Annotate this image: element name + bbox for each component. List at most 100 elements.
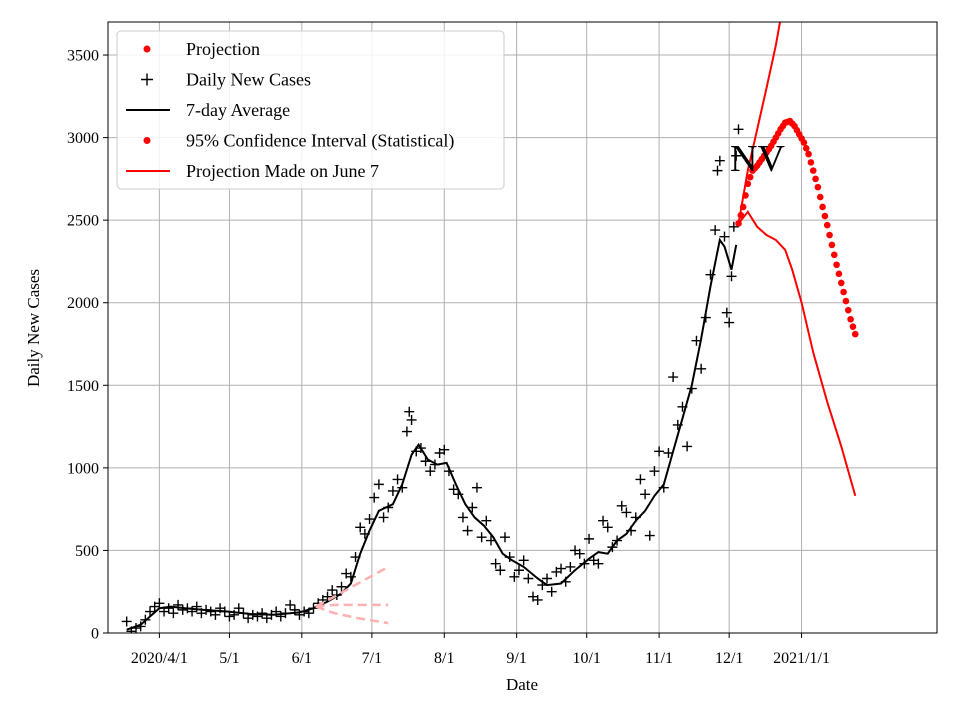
daily-case-point	[467, 502, 478, 513]
y-tick-label: 1000	[67, 460, 99, 477]
daily-case-point	[425, 466, 436, 477]
projection-point	[819, 203, 826, 211]
daily-case-point	[621, 507, 632, 518]
daily-case-point	[404, 406, 415, 417]
x-tick-label: 7/1	[362, 650, 382, 667]
daily-case-point	[556, 563, 567, 574]
daily-case-point	[457, 512, 468, 523]
projection-point	[800, 139, 808, 146]
y-tick-label: 0	[91, 626, 99, 643]
daily-case-point	[364, 514, 375, 525]
projection-point	[833, 261, 840, 269]
daily-case-point	[177, 604, 188, 615]
daily-case-point	[682, 441, 693, 452]
daily-case-point	[640, 489, 651, 500]
daily-case-point	[726, 271, 737, 282]
x-tick-label: 9/1	[506, 650, 526, 667]
daily-case-point	[168, 608, 179, 619]
daily-case-point	[369, 492, 380, 503]
daily-case-point	[327, 585, 338, 596]
daily-case-point	[471, 482, 482, 493]
projection-point	[847, 315, 854, 323]
daily-case-point	[532, 594, 543, 605]
daily-case-point	[719, 231, 730, 242]
daily-case-point	[616, 500, 627, 511]
daily-case-point	[523, 573, 534, 584]
projection-point	[826, 231, 833, 239]
projection-point	[835, 270, 843, 278]
daily-case-point	[565, 561, 576, 572]
x-tick-label: 6/1	[292, 650, 312, 667]
projection-point	[821, 212, 829, 220]
daily-case-point	[439, 444, 450, 455]
june-projection-line	[315, 565, 389, 608]
projection-point	[830, 251, 838, 259]
daily-case-point	[448, 484, 459, 495]
daily-case-point	[490, 558, 501, 569]
daily-case-point	[285, 599, 296, 610]
projection-point	[842, 297, 850, 305]
projection-point	[746, 173, 754, 181]
daily-case-point	[509, 571, 520, 582]
legend-label: 95% Confidence Interval (Statistical)	[186, 131, 454, 152]
daily-case-point	[518, 555, 529, 566]
projection-point	[805, 150, 812, 158]
y-tick-label: 3000	[67, 130, 99, 147]
daily-case-point	[644, 530, 655, 541]
legend-plus-marker	[141, 73, 153, 86]
projection-point	[823, 221, 831, 229]
x-tick-label: 5/1	[219, 650, 239, 667]
daily-case-point	[233, 603, 244, 614]
projection-point	[844, 306, 852, 314]
daily-case-point	[593, 558, 604, 569]
daily-case-point	[355, 522, 366, 533]
legend-dot-marker	[143, 45, 151, 53]
legend-label: Daily New Cases	[186, 70, 311, 90]
state-annotation: NV	[730, 138, 785, 180]
projection-point	[802, 145, 810, 152]
projection-point	[807, 159, 815, 166]
projection-point	[851, 330, 859, 338]
daily-case-point	[378, 512, 389, 523]
daily-case-point	[392, 474, 403, 485]
series-group	[121, 22, 859, 633]
daily-case-point	[373, 479, 384, 490]
daily-case-point	[481, 515, 492, 526]
projection-point	[809, 167, 817, 174]
projection-point	[814, 183, 822, 191]
projection-point	[812, 175, 819, 183]
daily-case-point	[336, 581, 347, 592]
daily-case-point	[145, 606, 156, 617]
daily-case-point	[721, 307, 732, 318]
y-axis: 0 500 1000 1500 2000 2500 3000 3500	[67, 48, 108, 643]
daily-case-point	[602, 522, 613, 533]
daily-case-point	[513, 565, 524, 576]
legend-label: Projection	[186, 39, 260, 59]
x-tick-label: 12/1	[715, 650, 743, 667]
daily-case-point	[724, 317, 735, 328]
daily-case-point	[387, 485, 398, 496]
series-layer	[121, 22, 859, 633]
daily-case-point	[542, 573, 553, 584]
confidence-bound-line	[737, 22, 781, 224]
x-axis: 2020/4/1 5/1 6/1 7/1 8/1 9/1 10/1 11/1 12/1 2021/…	[131, 633, 830, 667]
y-axis-label: Daily New Cases	[24, 269, 43, 387]
projection-point	[840, 288, 847, 296]
daily-case-point	[728, 221, 739, 232]
daily-case-point	[635, 474, 646, 485]
daily-case-point	[499, 532, 510, 543]
projection-point	[828, 241, 836, 249]
daily-case-point	[714, 155, 725, 166]
daily-case-point	[696, 363, 707, 374]
daily-case-point	[712, 165, 723, 176]
daily-case-point	[476, 532, 487, 543]
projection-point	[837, 279, 845, 287]
seven-day-average-line	[126, 237, 738, 631]
confidence-bound-line	[737, 210, 857, 497]
daily-case-point	[257, 608, 268, 619]
y-tick-label: 500	[75, 543, 99, 560]
projection-point	[816, 193, 824, 201]
legend-label: Projection Made on June 7	[186, 161, 379, 181]
x-tick-label: 2020/4/1	[131, 650, 188, 667]
